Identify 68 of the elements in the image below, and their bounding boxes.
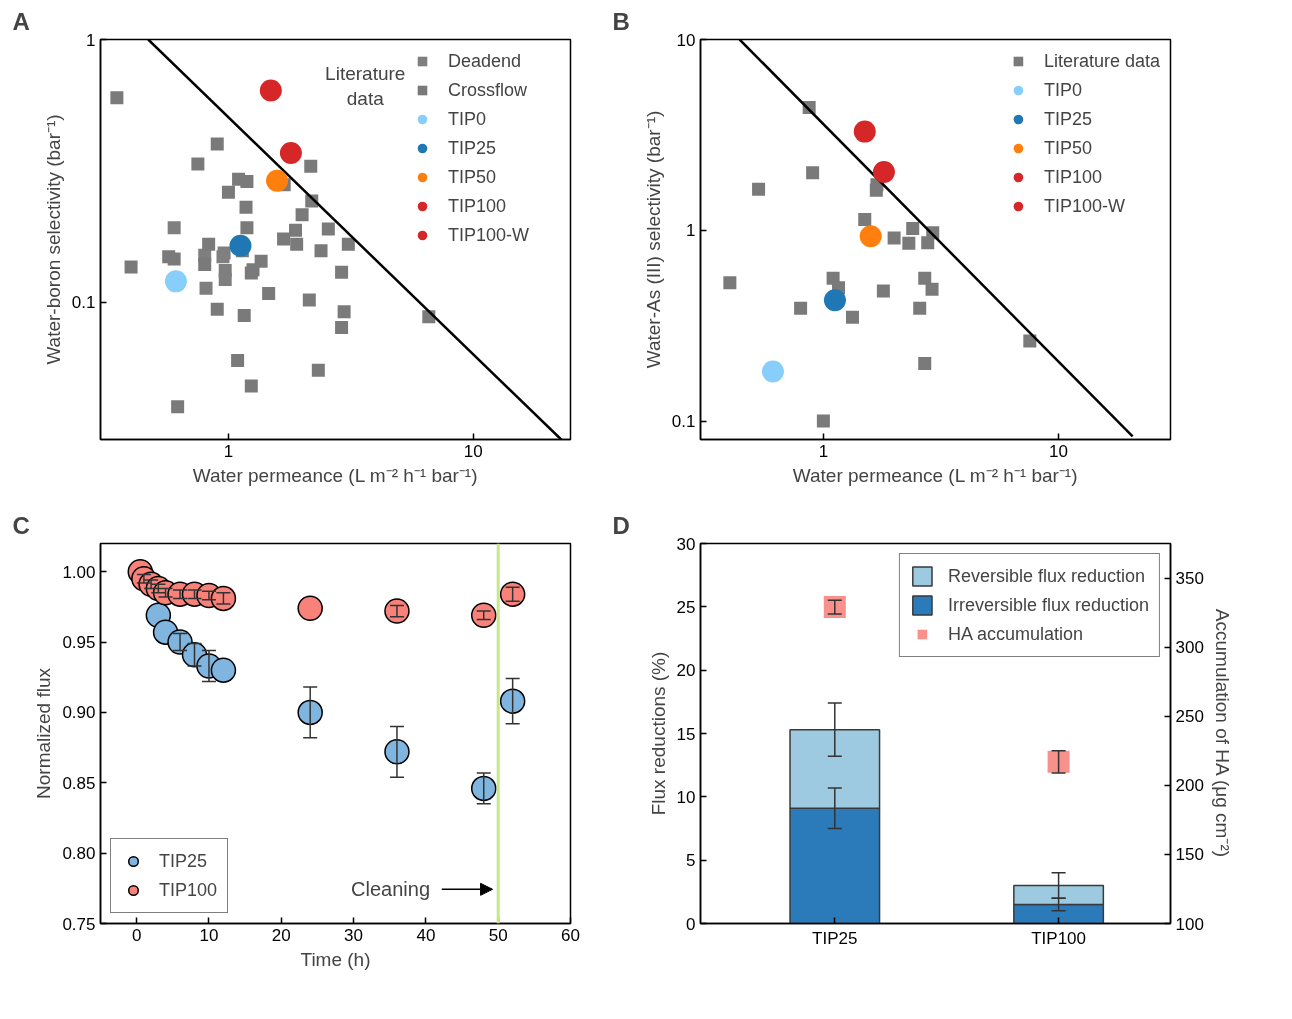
chart-title: A: [12, 7, 30, 35]
y2-tick-label: 100: [1175, 914, 1204, 934]
y-tick-label: 0.1: [71, 293, 96, 313]
legend-label: TIP100: [448, 195, 508, 217]
y2-axis-title: Accumulation of HA (μg cm⁻²): [1211, 608, 1233, 858]
legend-label: TIP0: [448, 108, 487, 130]
legend-label: Reversible flux reduction: [947, 565, 1146, 587]
x-axis-title: Water permeance (L m⁻² h⁻¹ bar⁻¹): [192, 464, 478, 486]
ref-line-label: Cleaning: [351, 878, 431, 901]
x-axis-title: Time (h): [300, 948, 371, 970]
legend-title: Literature data: [325, 62, 406, 110]
y-tick-label: 1.00: [62, 562, 96, 582]
legend-label: Literature data: [1043, 50, 1160, 72]
legend-label: TIP100-W: [1043, 195, 1126, 217]
y-tick-label: 10: [676, 787, 696, 807]
x-tick-label: 1: [818, 441, 829, 461]
legend-label: TIP25: [1043, 108, 1093, 130]
legend-label: TIP50: [1043, 137, 1093, 159]
y-tick-label: 0.90: [62, 703, 96, 723]
legend-label: TIP25: [159, 850, 208, 872]
chart-title: C: [12, 511, 30, 539]
x-tick-label: 20: [271, 925, 291, 945]
x-tick-label: 30: [344, 925, 364, 945]
y-tick-label: 10: [676, 30, 696, 50]
y2-tick-label: 150: [1175, 845, 1204, 865]
y-tick-label: 0.95: [62, 633, 96, 653]
y2-tick-label: 300: [1175, 638, 1204, 658]
legend-label: TIP100: [1043, 166, 1103, 188]
y-tick-label: 0.85: [62, 773, 96, 793]
y-tick-label: 30: [676, 534, 696, 554]
x-axis-title: Water permeance (L m⁻² h⁻¹ bar⁻¹): [792, 464, 1078, 486]
y-axis-title: Normalized flux: [33, 667, 55, 799]
x-tick-label: 0: [131, 925, 142, 945]
x-tick-label: 1: [223, 441, 234, 461]
x-tick-label: 10: [199, 925, 219, 945]
y2-tick-label: 350: [1175, 569, 1204, 589]
y-tick-label: 1: [686, 221, 696, 241]
y-axis-title: Flux reductions (%): [647, 651, 669, 816]
legend-label: HA accumulation: [947, 623, 1083, 645]
y-tick-label: 5: [686, 851, 696, 871]
y-axis-title: Water-boron selectivity (bar⁻¹): [42, 114, 64, 365]
x-tick-label: 10: [1048, 441, 1068, 461]
legend-label: Crossflow: [448, 79, 528, 101]
y-tick-label: 15: [676, 724, 696, 744]
x-tick-label: TIP25: [812, 928, 858, 948]
x-tick-label: 10: [463, 441, 483, 461]
chart-title: D: [612, 511, 630, 539]
x-tick-label: 40: [416, 925, 436, 945]
legend-label: TIP50: [448, 166, 498, 188]
y-tick-label: 20: [676, 661, 696, 681]
legend-label: TIP25: [448, 137, 498, 159]
legend-label: Deadend: [448, 50, 523, 72]
y-tick-label: 0.80: [62, 844, 96, 864]
y2-tick-label: 200: [1175, 776, 1204, 796]
y-tick-label: 0.1: [671, 412, 696, 432]
legend-label: TIP100: [159, 879, 218, 901]
x-tick-label: 50: [488, 925, 508, 945]
legend-label: TIP100-W: [448, 224, 531, 246]
y-tick-label: 0.75: [62, 914, 96, 934]
y2-tick-label: 250: [1175, 707, 1204, 727]
legend-label: Irreversible flux reduction: [947, 594, 1149, 616]
y-tick-label: 1: [86, 30, 96, 50]
x-tick-label: 60: [561, 925, 580, 945]
y-tick-label: 25: [676, 597, 696, 617]
x-tick-label: TIP100: [1031, 928, 1086, 948]
y-axis-title: Water-As (III) selectivity (bar⁻¹): [642, 110, 664, 369]
legend-label: TIP0: [1043, 79, 1083, 101]
chart-title: B: [612, 7, 630, 35]
